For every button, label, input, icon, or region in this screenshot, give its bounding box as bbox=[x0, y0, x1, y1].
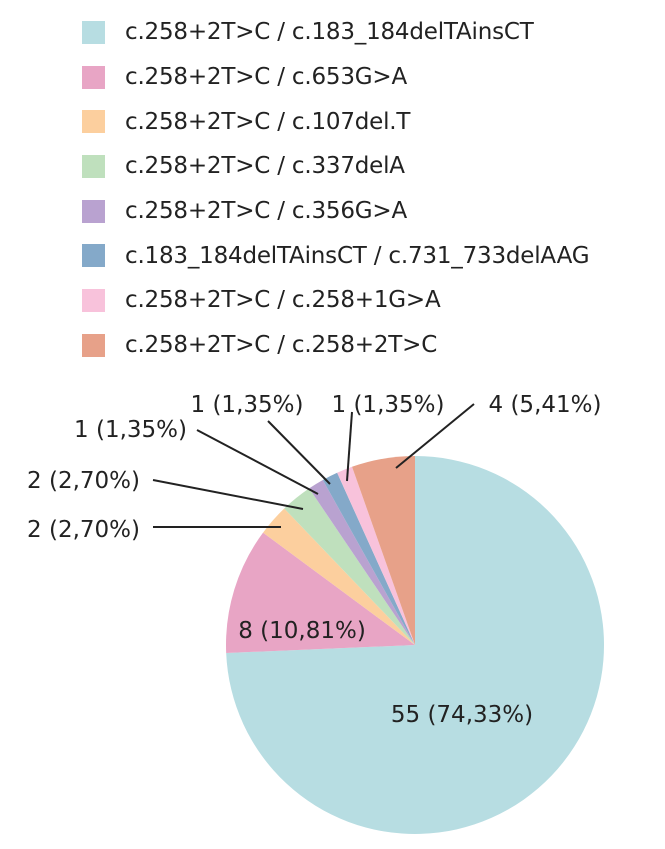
legend-item: c.258+2T>C / c.258+2T>C bbox=[82, 323, 589, 368]
legend-swatch bbox=[82, 333, 105, 357]
legend-label: c.258+2T>C / c.337delA bbox=[125, 153, 405, 180]
legend-swatch bbox=[82, 244, 105, 268]
slice-data-label: 8 (10,81%) bbox=[238, 618, 366, 644]
slice-data-label: 1 (1,35%) bbox=[191, 392, 304, 418]
legend-swatch bbox=[82, 65, 105, 89]
pie-slice bbox=[226, 456, 604, 835]
legend-item: c.258+2T>C / c.653G>A bbox=[82, 55, 589, 100]
legend-label: c.258+2T>C / c.258+2T>C bbox=[125, 332, 438, 359]
legend-label: c.258+2T>C / c.183_184delTAinsCT bbox=[125, 19, 534, 46]
legend-item: c.258+2T>C / c.183_184delTAinsCT bbox=[82, 10, 589, 55]
pie-slice bbox=[309, 480, 415, 645]
pie-slice bbox=[284, 488, 415, 645]
legend-swatch bbox=[82, 288, 105, 312]
slice-data-label: 55 (74,33%) bbox=[391, 702, 533, 728]
slice-data-label: 1 (1,35%) bbox=[74, 417, 187, 443]
legend-label: c.183_184delTAinsCT / c.731_733delAAG bbox=[125, 242, 590, 269]
pie-slice bbox=[263, 508, 415, 645]
legend-swatch bbox=[82, 154, 105, 178]
pie-slice bbox=[337, 466, 415, 645]
leader-line bbox=[346, 411, 353, 482]
leader-line bbox=[395, 403, 475, 469]
pie-slice bbox=[352, 456, 415, 645]
legend-item: c.258+2T>C / c.356G>A bbox=[82, 189, 589, 234]
slice-data-label: 1 (1,35%) bbox=[332, 392, 445, 418]
legend: c.258+2T>C / c.183_184delTAinsCT c.258+2T… bbox=[82, 10, 590, 368]
legend-swatch bbox=[82, 110, 105, 134]
legend-item: c.258+2T>C / c.258+1G>A bbox=[82, 278, 589, 323]
legend-label: c.258+2T>C / c.653G>A bbox=[125, 64, 407, 91]
pie-slice bbox=[322, 472, 415, 645]
slice-data-label: 2 (2,70%) bbox=[27, 468, 140, 494]
legend-label: c.258+2T>C / c.258+1G>A bbox=[125, 287, 441, 314]
legend-label: c.258+2T>C / c.356G>A bbox=[125, 198, 407, 225]
legend-label: c.258+2T>C / c.107del.T bbox=[125, 108, 411, 135]
slice-data-label: 2 (2,70%) bbox=[27, 517, 140, 543]
leader-line bbox=[152, 479, 304, 510]
slice-data-label: 4 (5,41%) bbox=[489, 392, 602, 418]
legend-item: c.258+2T>C / c.337delA bbox=[82, 144, 589, 189]
legend-swatch bbox=[82, 199, 105, 223]
pie-slice bbox=[226, 532, 415, 654]
legend-item: c.183_184delTAinsCT / c.731_733delAAG bbox=[82, 233, 590, 278]
legend-item: c.258+2T>C / c.107del.T bbox=[82, 99, 589, 144]
leader-line bbox=[267, 420, 331, 485]
leader-line bbox=[196, 429, 319, 495]
legend-swatch bbox=[82, 20, 105, 44]
